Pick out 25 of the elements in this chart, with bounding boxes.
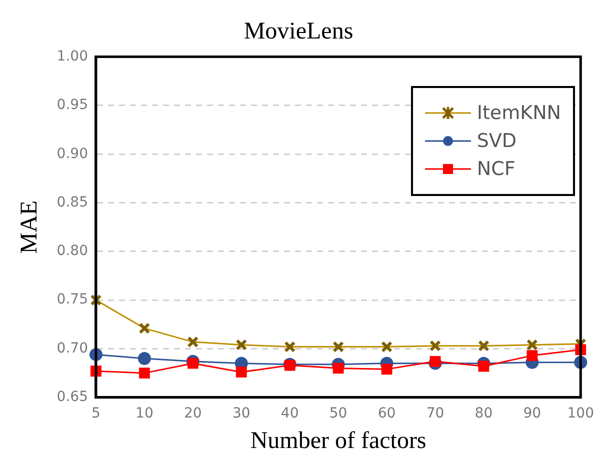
y-tick-label: 0.80	[56, 243, 88, 260]
legend-label: NCF	[476, 158, 516, 180]
x-tick-label: 30	[232, 405, 250, 422]
y-tick-label: 0.85	[56, 194, 88, 210]
x-tick-label: 20	[184, 405, 202, 422]
legend-label: SVD	[476, 130, 517, 152]
legend-label: ItemKNN	[476, 102, 561, 124]
x-tick-label: 70	[426, 405, 444, 422]
x-tick-label: 10	[136, 405, 154, 422]
x-axis-title: Number of factors	[250, 428, 426, 454]
x-tick-label: 80	[474, 405, 493, 422]
y-tick-label: 1.00	[56, 48, 88, 64]
x-tick-label: 5	[92, 405, 100, 422]
y-tick-label: 0.65	[56, 389, 88, 406]
y-tick-label: 0.95	[56, 97, 88, 114]
y-tick-label: 0.70	[56, 340, 88, 356]
x-tick-label: 50	[329, 405, 348, 422]
x-tick-label: 90	[523, 405, 542, 422]
x-tick-label: 60	[378, 405, 396, 422]
x-tick-label: 100	[567, 405, 594, 422]
chart-title: MovieLens	[244, 18, 354, 45]
y-tick-label: 0.75	[56, 292, 88, 308]
y-tick-label: 0.90	[56, 146, 88, 162]
y-axis-title: MAE	[16, 200, 43, 254]
x-tick-label: 40	[280, 405, 299, 422]
